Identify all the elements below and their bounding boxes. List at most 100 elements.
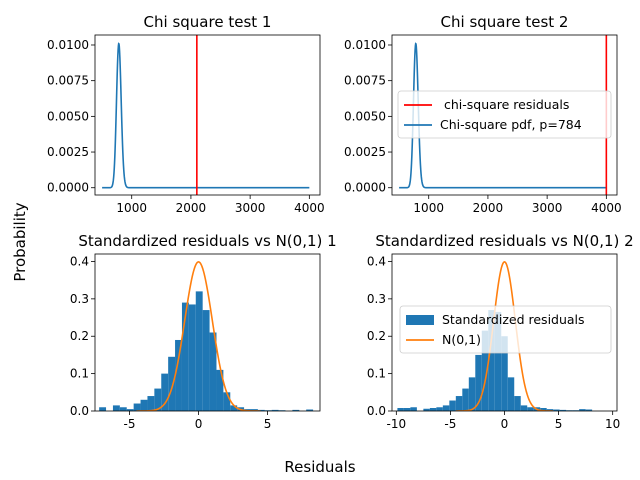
plot-area [397,261,593,411]
y-tick-label: 0.0050 [47,109,89,123]
histogram-bar [202,310,210,411]
normal-pdf-line [455,261,554,411]
histogram-bar [579,409,586,411]
histogram-bar [540,408,547,411]
histogram-bar [423,408,430,411]
histogram-bar [181,302,189,411]
histogram-bar [514,396,521,411]
legend-label: Chi-square pdf, p=784 [440,117,582,132]
y-tick-label: 0.3 [367,292,386,306]
x-tick-label: 5 [555,417,563,431]
x-tick-label: 4000 [591,201,622,215]
chi-square-pdf-line [102,42,310,189]
x-tick-label: 4000 [294,201,325,215]
histogram-bar [188,304,196,411]
y-tick-label: 0.1 [70,367,89,381]
x-tick-label: 0 [195,417,203,431]
x-tick-label: 0 [501,417,509,431]
x-tick-label: 2000 [473,201,504,215]
legend-frame [397,90,612,139]
y-tick-label: 0.2 [70,329,89,343]
axes-frame [94,253,321,412]
chi-square-test-2-panel: Chi square test 2 1000 2000 3000 4000 0.0000 0… [344,13,622,215]
histogram-bar [507,377,515,411]
legend: chi-square residuals Chi-square pdf, p=78… [397,90,612,139]
histogram-bar [223,392,231,411]
x-tick-label: 3000 [235,201,266,215]
histogram-bar [216,369,224,411]
y-tick-label: 0.0100 [47,38,89,52]
legend-label: N(0,1) [442,332,481,347]
histogram-bar [449,400,456,411]
normal-pdf-line [136,261,261,411]
x-tick-label: -10 [387,417,407,431]
histogram-bar [442,405,450,411]
panel-title: Standardized residuals vs N(0,1) 1 [78,232,336,250]
histogram-bar [161,373,169,411]
x-tick-label: 5 [264,417,272,431]
legend-frame [399,305,612,354]
chi-square-pdf-line [399,42,607,189]
y-tick-label: 0.0 [70,404,89,418]
histogram-bar [195,291,203,411]
x-tick-label: 1000 [413,201,444,215]
histogram-bar [488,310,495,411]
histogram-bar [209,332,217,411]
histogram-bar [292,409,300,411]
histogram-bar [126,409,134,411]
histogram-bar [527,407,534,411]
y-tick-label: 0.0 [367,404,386,418]
histogram-bar [585,409,593,411]
x-tick-label: 10 [605,417,620,431]
panel-title: Chi square test 1 [144,13,272,31]
histogram-bar [501,336,508,411]
histogram-bar [175,339,182,411]
histogram-bar [271,409,279,411]
y-tick-label: 0.0050 [344,109,386,123]
histogram-bar [429,408,437,411]
chi-square-test-1-panel: Chi square test 1 1000 2000 3000 4000 0.0000 0… [47,13,325,215]
histogram-bar [257,409,265,411]
y-tick-label: 0.0025 [47,145,89,159]
y-tick-label: 0.0075 [47,74,89,88]
histogram-bar [250,409,258,411]
histogram-bar [494,311,502,411]
x-tick-label: 1000 [116,201,147,215]
legend-label: Standardized residuals [442,312,585,327]
y-tick-label: 0.0000 [47,181,89,195]
histogram-bar [140,399,148,411]
y-tick-label: 0.2 [367,329,386,343]
histogram-bar [230,405,238,411]
histogram-bar [468,377,476,411]
histogram-bar [455,396,463,411]
histogram-bar [559,409,567,411]
y-tick-label: 0.0075 [344,74,386,88]
plot-area [102,35,310,195]
legend-histogram-swatch [406,315,434,325]
y-tick-label: 0.0100 [344,38,386,52]
x-tick-label: -5 [124,417,136,431]
y-tick-label: 0.4 [70,254,89,268]
histogram-bar [403,408,411,411]
histogram-bar [436,407,443,411]
panel-title: Chi square test 2 [441,13,569,31]
histogram-bar [462,388,469,411]
y-tick-label: 0.0000 [344,181,386,195]
axes-frame [391,34,618,196]
figure-ylabel: Probability [11,202,29,281]
legend: Standardized residuals N(0,1) [399,305,612,354]
y-tick-label: 0.4 [367,254,386,268]
histogram-bar [306,409,314,411]
y-tick-label: 0.3 [70,292,89,306]
histogram-bar [397,408,404,411]
legend-label: chi-square residuals [440,97,569,112]
histogram-bar [133,403,141,411]
axes-frame [94,34,321,196]
histogram-bar [112,405,120,411]
histogram-bar [147,396,155,411]
histogram-bar [553,409,560,411]
y-tick-label: 0.1 [367,367,386,381]
figure-xlabel: Residuals [284,458,355,476]
standardized-residuals-1-panel: Standardized residuals vs N(0,1) 1 -5 0 5 0.… [70,232,337,431]
